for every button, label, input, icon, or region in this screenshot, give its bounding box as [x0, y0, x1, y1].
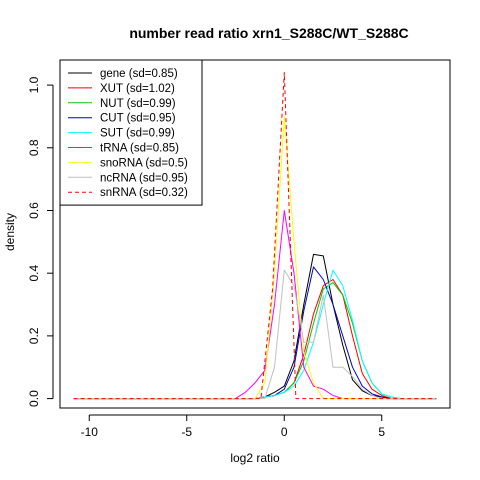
y-tick-label: 1.0: [27, 76, 41, 93]
plot-frame-layer: [59, 59, 451, 409]
series-line-ncrna: [73, 269, 437, 400]
y-axis-label: density: [3, 213, 17, 251]
series-line-snorna: [73, 115, 437, 400]
x-tick-label: 5: [378, 425, 385, 439]
series-line-sut: [73, 269, 437, 400]
series-lines: [73, 72, 437, 400]
legend-label: XUT (sd=1.02): [100, 83, 175, 95]
x-tick-label: -10: [81, 425, 99, 439]
x-tick-label: 0: [281, 425, 288, 439]
y-tick-label: 0.6: [27, 202, 41, 219]
legend-label: NUT (sd=0.99): [100, 98, 176, 110]
y-axis: 0.0 0.2 0.4 0.6 0.8 1.0: [27, 76, 54, 407]
legend-label: snoRNA (sd=0.5): [100, 157, 188, 169]
x-axis: -10 -5 0 5: [81, 414, 385, 439]
y-tick-label: 0.4: [27, 265, 41, 282]
legend-label: ncRNA (sd=0.95): [100, 172, 188, 184]
legend: gene (sd=0.85) XUT (sd=1.02) NUT (sd=0.99)…: [59, 59, 203, 206]
legend-label: snRNA (sd=0.32): [100, 187, 188, 199]
y-tick-label: 0.2: [27, 327, 41, 344]
legend-label: SUT (sd=0.99): [100, 128, 175, 140]
chart-title: number read ratio xrn1_S288C/WT_S288C: [129, 25, 408, 41]
x-tick-label: -5: [181, 425, 192, 439]
plot-frame: [59, 59, 451, 409]
legend-label: CUT (sd=0.95): [100, 113, 176, 125]
y-tick-label: 0.0: [27, 390, 41, 407]
legend-label: tRNA (sd=0.85): [100, 143, 179, 155]
x-axis-label: log2 ratio: [230, 451, 280, 465]
y-tick-label: 0.8: [27, 139, 41, 156]
series-line-snrna: [73, 72, 437, 400]
series-line-trna: [73, 210, 437, 400]
legend-label: gene (sd=0.85): [100, 68, 178, 80]
